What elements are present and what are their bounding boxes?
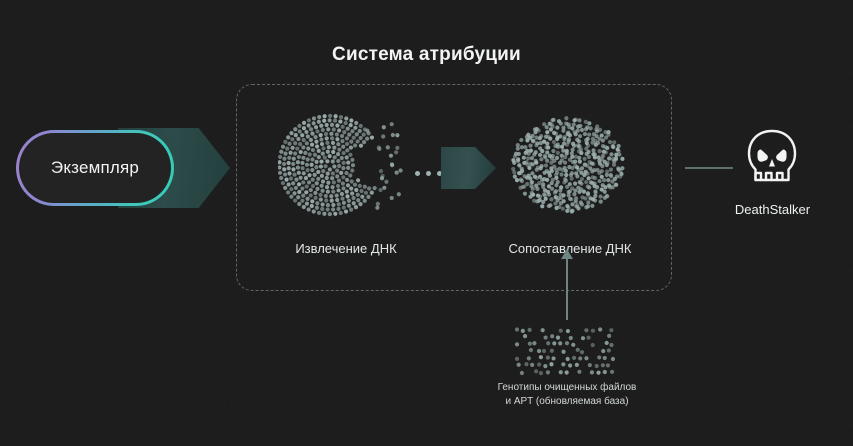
dna-extraction-dotfield (278, 108, 412, 222)
dna-matching-label: Сопоставление ДНК (508, 241, 632, 256)
transition-dots-icon (415, 163, 448, 181)
page-title: Система атрибуции (332, 44, 521, 65)
output-connector-line (685, 167, 733, 169)
attribution-system-boundary (236, 84, 672, 291)
specimen-pill-inner: Экземпляр (19, 133, 171, 203)
database-caption: Генотипы очищенных файлов и APT (обновля… (457, 381, 677, 409)
threat-actor-label: DeathStalker (734, 202, 811, 217)
database-dotfield (512, 325, 616, 377)
database-caption-line-2: и APT (обновляемая база) (505, 396, 629, 407)
specimen-pill-border: Экземпляр (16, 130, 174, 206)
specimen-label: Экземпляр (50, 158, 140, 177)
dna-extraction-label: Извлечение ДНК (295, 241, 397, 256)
database-caption-line-1: Генотипы очищенных файлов (497, 382, 637, 393)
database-feed-arrow-up-icon (561, 249, 573, 320)
dna-matching-dotfield (506, 108, 632, 222)
skull-icon (744, 128, 800, 190)
specimen-node[interactable]: Экземпляр (16, 130, 174, 206)
